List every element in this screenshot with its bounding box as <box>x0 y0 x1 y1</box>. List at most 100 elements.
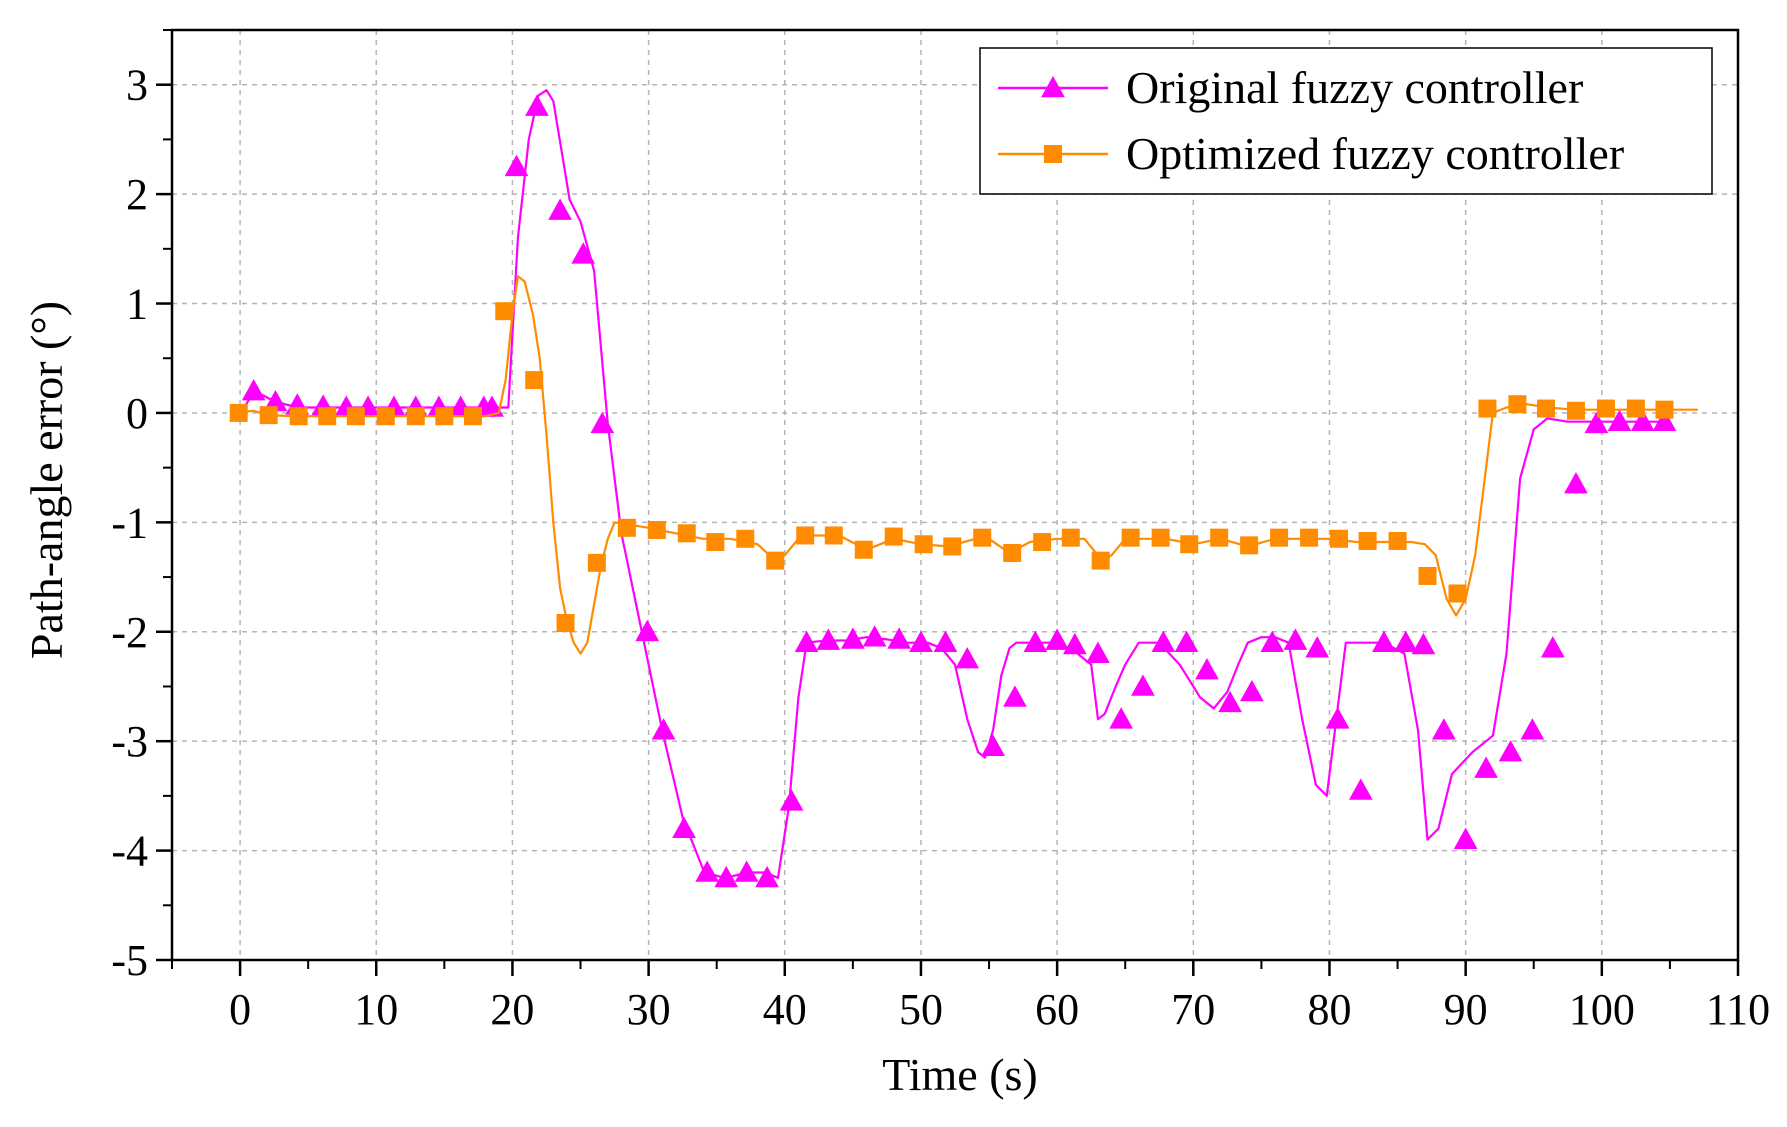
data-point <box>229 403 248 422</box>
x-tick-label: 30 <box>627 985 671 1034</box>
data-point <box>241 379 266 401</box>
data-point <box>556 614 575 633</box>
data-point <box>672 816 696 839</box>
data-point <box>480 395 504 417</box>
data-point <box>289 407 308 426</box>
data-point <box>463 407 482 426</box>
data-point <box>933 630 958 653</box>
data-point <box>376 407 395 426</box>
legend-box <box>979 47 1713 195</box>
data-point <box>914 535 933 554</box>
data-point <box>1260 630 1285 653</box>
y-tick-label: -3 <box>111 717 148 766</box>
data-point <box>1393 630 1418 653</box>
data-point <box>525 94 549 116</box>
data-point <box>1652 409 1677 431</box>
data-point <box>943 537 962 556</box>
data-point <box>1432 718 1456 740</box>
series-2 <box>229 275 1699 655</box>
data-point <box>1091 551 1110 570</box>
data-point <box>525 371 544 390</box>
data-point <box>651 718 676 740</box>
data-point <box>504 154 529 177</box>
y-axis-title: Path-angle error (°) <box>21 301 72 659</box>
data-point <box>816 628 841 650</box>
data-point <box>794 630 819 653</box>
data-point <box>1062 632 1087 655</box>
data-point <box>617 518 636 537</box>
data-point <box>1474 756 1498 778</box>
data-point <box>1174 630 1199 653</box>
data-point <box>1358 531 1377 550</box>
y-tick-label: -1 <box>111 498 148 547</box>
data-point <box>695 860 720 882</box>
x-tick-label: 50 <box>899 985 943 1034</box>
data-point <box>647 521 666 540</box>
y-tick-label: 1 <box>126 280 148 329</box>
data-point <box>1131 674 1155 696</box>
data-point <box>548 198 572 220</box>
data-point <box>1003 685 1027 707</box>
data-point <box>1630 409 1655 431</box>
data-point <box>1584 411 1609 434</box>
data-point <box>1508 395 1527 414</box>
y-tick-label: -4 <box>111 827 148 876</box>
axes: 0 10 20 30 40 50 60 70 80 90 100 110 -5 -4 -3 -2 -1 0 1 2 3 <box>111 28 1770 1034</box>
data-point <box>955 647 980 669</box>
data-point <box>1520 718 1545 740</box>
data-point <box>1003 543 1022 562</box>
data-point <box>841 627 865 649</box>
data-point <box>406 407 425 426</box>
x-axis-title: Time (s) <box>882 1049 1038 1100</box>
data-point <box>854 540 873 559</box>
data-point <box>1566 401 1585 420</box>
data-point <box>1540 636 1565 658</box>
x-tick-label: 20 <box>490 985 534 1034</box>
data-point <box>1498 740 1523 762</box>
data-point <box>714 865 739 888</box>
data-point <box>1348 778 1373 800</box>
legend-label: Optimized fuzzy controller <box>1126 128 1624 179</box>
data-point <box>677 524 696 543</box>
data-point <box>1180 535 1199 554</box>
data-point <box>862 625 887 647</box>
data-point <box>1033 533 1052 552</box>
legend-marker <box>1044 145 1062 163</box>
data-point <box>1023 630 1048 653</box>
data-point <box>1655 400 1674 419</box>
data-point <box>1388 531 1407 550</box>
data-point <box>779 789 804 811</box>
data-point <box>1045 628 1069 650</box>
data-point <box>1240 536 1259 555</box>
data-point <box>1151 630 1176 653</box>
data-point <box>1151 528 1170 547</box>
y-tick-label: -2 <box>111 608 148 657</box>
series-line <box>232 275 1699 655</box>
legend-label: Original fuzzy controller <box>1126 62 1583 113</box>
data-point <box>318 407 337 426</box>
data-point <box>1453 827 1478 849</box>
legend: Original fuzzy controller Optimized fuzzy… <box>979 47 1713 195</box>
data-point <box>1626 399 1645 418</box>
data-point <box>1121 528 1140 547</box>
data-point <box>1607 409 1632 431</box>
x-tick-label: 110 <box>1706 985 1770 1034</box>
y-tick-label: 3 <box>126 61 148 110</box>
data-point <box>1418 566 1437 585</box>
data-point <box>887 627 912 649</box>
data-point <box>973 528 992 547</box>
x-tick-label: 10 <box>354 985 398 1034</box>
plot-frame <box>170 28 1740 962</box>
data-point <box>1325 707 1350 729</box>
data-point <box>1061 528 1080 547</box>
data-point <box>1109 707 1133 729</box>
data-point <box>590 411 615 434</box>
y-tick-label: 2 <box>126 170 148 219</box>
x-tick-label: 60 <box>1035 985 1079 1034</box>
data-point <box>435 407 454 426</box>
series-group <box>229 89 1699 888</box>
data-point <box>587 553 606 572</box>
data-point <box>1448 584 1467 603</box>
data-point <box>981 734 1005 756</box>
